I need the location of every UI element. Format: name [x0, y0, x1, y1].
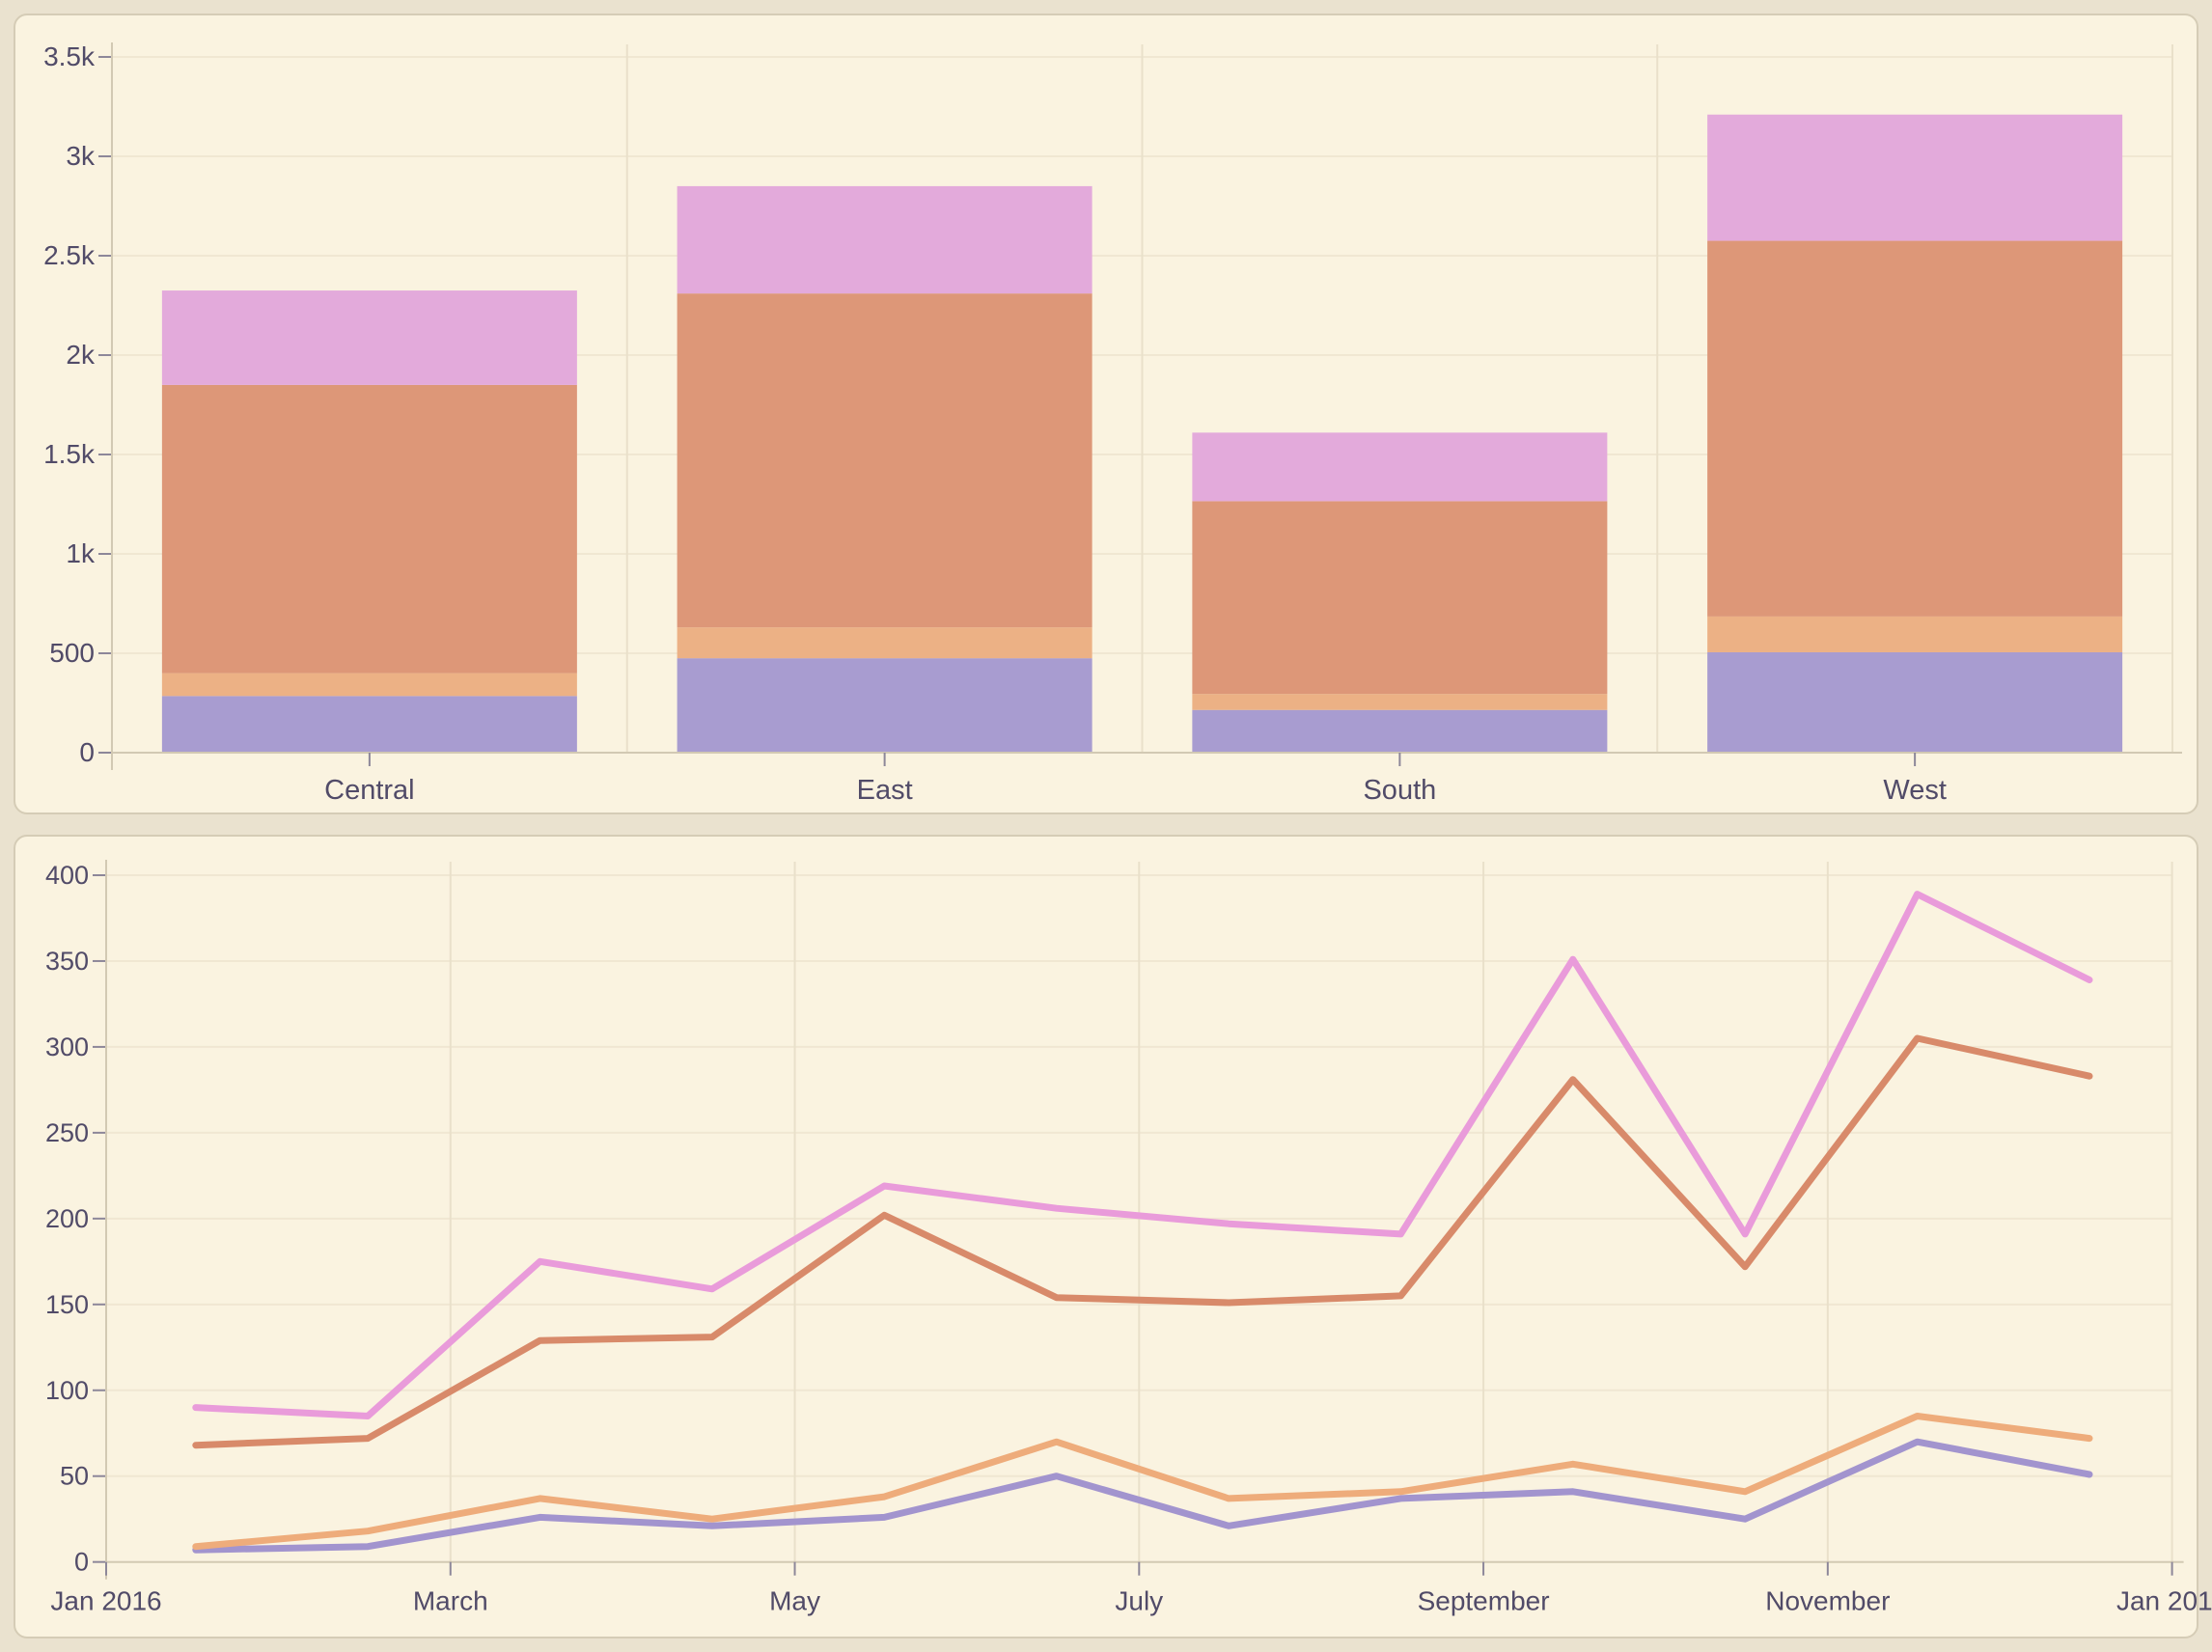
x-axis-tick-label: March — [413, 1586, 488, 1616]
y-axis-tick-label: 2k — [66, 340, 96, 370]
y-axis-tick-label: 200 — [45, 1204, 89, 1233]
y-axis-tick-label: 100 — [45, 1376, 89, 1405]
x-axis-tick-label: Jan 2016 — [50, 1586, 161, 1616]
bar-segment-west-purple[interactable] — [1707, 651, 2123, 753]
bar-segment-east-tan[interactable] — [677, 627, 1092, 659]
bar-segment-south-pink[interactable] — [1192, 432, 1608, 502]
x-axis-tick-label: November — [1765, 1586, 1890, 1616]
bar-segment-south-salmon[interactable] — [1192, 501, 1608, 695]
x-axis-tick-label: Jan 2017 — [2116, 1586, 2212, 1616]
x-axis-tick-label: September — [1418, 1586, 1550, 1616]
x-axis-tick-label: July — [1115, 1586, 1163, 1616]
y-axis-tick-label: 1.5k — [43, 439, 96, 469]
bar-segment-central-purple[interactable] — [161, 696, 577, 753]
x-axis-category-label: West — [1883, 775, 1947, 806]
y-axis-tick-label: 1k — [66, 538, 96, 568]
bar-segment-south-tan[interactable] — [1192, 694, 1608, 710]
line-series-purple[interactable] — [192, 1438, 2093, 1554]
y-axis-tick-label: 300 — [45, 1032, 89, 1061]
line-series-pink[interactable] — [192, 891, 2093, 1419]
bar-segment-west-pink[interactable] — [1707, 114, 2123, 241]
x-axis-category-label: Central — [324, 775, 415, 806]
y-axis-tick-label: 0 — [74, 1548, 89, 1577]
y-axis-tick-label: 2.5k — [43, 240, 96, 270]
x-axis-category-label: South — [1363, 775, 1436, 806]
x-axis-tick-label: May — [769, 1586, 820, 1616]
bar-segment-west-salmon[interactable] — [1707, 240, 2123, 617]
y-axis-tick-label: 0 — [79, 737, 95, 767]
bar-segment-central-salmon[interactable] — [161, 384, 577, 674]
bar-segment-central-tan[interactable] — [161, 673, 577, 697]
y-axis-tick-label: 250 — [45, 1118, 89, 1147]
y-axis-tick-label: 3k — [66, 141, 96, 171]
y-axis-tick-label: 350 — [45, 947, 89, 976]
stacked-bar-chart-panel: 0 500 1k 1.5k 2k 2.5k 3k 3.5k Central East South We… — [14, 14, 2198, 814]
bar-segment-east-salmon[interactable] — [677, 293, 1092, 628]
line-series-tan[interactable] — [192, 1413, 2093, 1551]
line-series-salmon[interactable] — [192, 1034, 2093, 1449]
bar-segment-east-purple[interactable] — [677, 658, 1092, 753]
y-axis-tick-label: 150 — [45, 1290, 89, 1319]
bar-segment-east-pink[interactable] — [677, 185, 1092, 294]
bar-segment-central-pink[interactable] — [161, 290, 577, 385]
bar-segment-south-purple[interactable] — [1192, 709, 1608, 753]
stacked-bar-chart: 0 500 1k 1.5k 2k 2.5k 3k 3.5k Central East South We… — [43, 41, 2182, 806]
line-chart: 0 50 100 150 200 250 300 350 400 Jan 2016 March May… — [45, 860, 2212, 1616]
y-axis-tick-label: 500 — [49, 638, 95, 668]
bar-segment-west-tan[interactable] — [1707, 616, 2123, 652]
y-axis-tick-label: 400 — [45, 861, 89, 890]
y-axis-tick-label: 50 — [60, 1462, 89, 1491]
line-chart-panel: 0 50 100 150 200 250 300 350 400 Jan 2016 March May… — [14, 835, 2212, 1638]
x-axis-category-label: East — [857, 775, 913, 806]
y-axis-tick-label: 3.5k — [43, 41, 96, 71]
